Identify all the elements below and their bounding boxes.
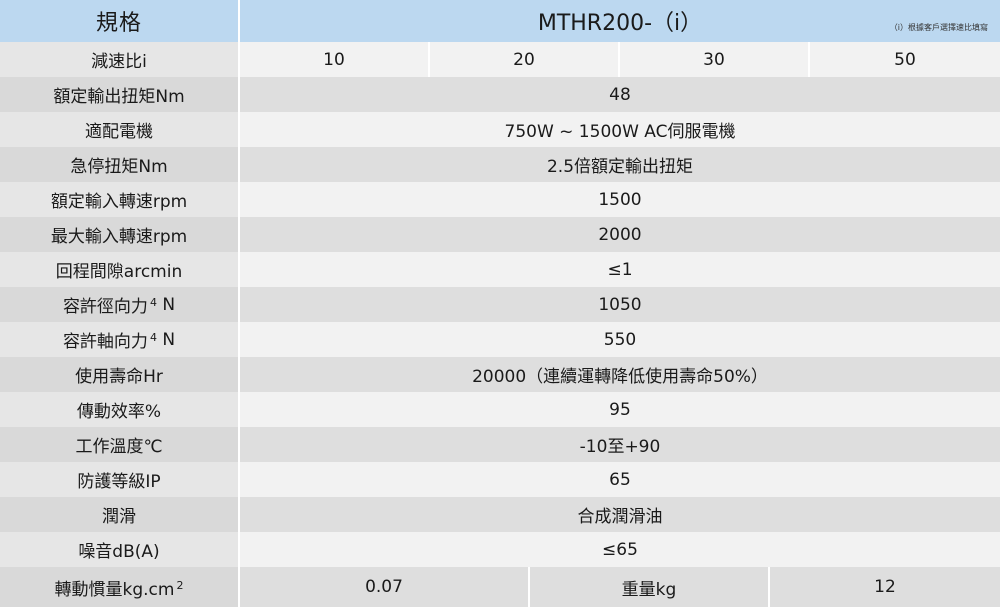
table-row: 額定輸入轉速rpm 1500 (0, 182, 1000, 217)
row-label-suffix: N (156, 329, 176, 350)
row-label: 適配電機 (0, 112, 240, 147)
model-title: MTHR200-（i） （i）根據客戶選擇速比填寫 (240, 0, 1000, 42)
table-row: 噪音dB(A) ≤65 (0, 532, 1000, 567)
ratio-value: 20 (430, 42, 620, 77)
row-label: 潤滑 (0, 497, 240, 532)
table-row: 適配電機 750W ~ 1500W AC伺服電機 (0, 112, 1000, 147)
row-value: ≤1 (240, 252, 1000, 287)
row-label: 工作溫度℃ (0, 427, 240, 462)
row-value: 1500 (240, 182, 1000, 217)
table-row: 急停扭矩Nm 2.5倍額定輸出扭矩 (0, 147, 1000, 182)
row-label: 防護等級IP (0, 462, 240, 497)
row-label-sup: 2 (176, 578, 184, 592)
row-label: 最大輸入轉速rpm (0, 217, 240, 252)
weight-value: 12 (770, 567, 1000, 607)
table-row: 最大輸入轉速rpm 2000 (0, 217, 1000, 252)
row-label: 容許徑向力 4 N (0, 287, 240, 322)
row-label: 轉動慣量kg.cm 2 (0, 567, 240, 607)
inertia-value: 0.07 (240, 567, 530, 607)
row-value: 20000（連續運轉降低使用壽命50%） (240, 357, 1000, 392)
row-value: 2000 (240, 217, 1000, 252)
ratio-value: 30 (620, 42, 810, 77)
row-value: 1050 (240, 287, 1000, 322)
inertia-row: 轉動慣量kg.cm 2 0.07 重量kg 12 (0, 567, 1000, 607)
row-value: 550 (240, 322, 1000, 357)
row-value: 合成潤滑油 (240, 497, 1000, 532)
row-label-text: 容許徑向力 (62, 297, 148, 317)
weight-label: 重量kg (530, 567, 770, 607)
table-row: 容許徑向力 4 N 1050 (0, 287, 1000, 322)
ratio-row: 減速比i 10 20 30 50 (0, 42, 1000, 77)
row-value: -10至+90 (240, 427, 1000, 462)
row-value: 65 (240, 462, 1000, 497)
table-row: 潤滑 合成潤滑油 (0, 497, 1000, 532)
ratio-value: 10 (240, 42, 430, 77)
model-name: MTHR200-（i） (537, 11, 703, 36)
table-row: 容許軸向力 4 N 550 (0, 322, 1000, 357)
row-value: ≤65 (240, 532, 1000, 567)
row-label-suffix: N (156, 294, 176, 315)
row-label: 額定輸出扭矩Nm (0, 77, 240, 112)
row-label: 使用壽命Hr (0, 357, 240, 392)
row-label: 傳動效率% (0, 392, 240, 427)
row-label: 額定輸入轉速rpm (0, 182, 240, 217)
row-label: 回程間隙arcmin (0, 252, 240, 287)
ratio-value: 50 (810, 42, 1000, 77)
table-row: 額定輸出扭矩Nm 48 (0, 77, 1000, 112)
table-row: 工作溫度℃ -10至+90 (0, 427, 1000, 462)
row-label: 急停扭矩Nm (0, 147, 240, 182)
row-label-sup: 4 (149, 296, 157, 309)
table-header: 規格 MTHR200-（i） （i）根據客戶選擇速比填寫 (0, 0, 1000, 42)
table-row: 傳動效率% 95 (0, 392, 1000, 427)
row-value: 2.5倍額定輸出扭矩 (240, 147, 1000, 182)
row-label-text: 轉動慣量kg.cm (54, 579, 175, 600)
row-value: 95 (240, 392, 1000, 427)
row-value: 48 (240, 77, 1000, 112)
row-label: 容許軸向力 4 N (0, 322, 240, 357)
row-label: 減速比i (0, 42, 240, 77)
table-row: 防護等級IP 65 (0, 462, 1000, 497)
row-label-sup: 4 (149, 331, 157, 344)
spec-label: 規格 (0, 0, 240, 42)
table-row: 使用壽命Hr 20000（連續運轉降低使用壽命50%） (0, 357, 1000, 392)
table-row: 回程間隙arcmin ≤1 (0, 252, 1000, 287)
row-value: 750W ~ 1500W AC伺服電機 (240, 112, 1000, 147)
ratio-note: （i）根據客戶選擇速比填寫 (889, 23, 988, 32)
row-label: 噪音dB(A) (0, 532, 240, 567)
row-label-text: 容許軸向力 (62, 332, 148, 352)
